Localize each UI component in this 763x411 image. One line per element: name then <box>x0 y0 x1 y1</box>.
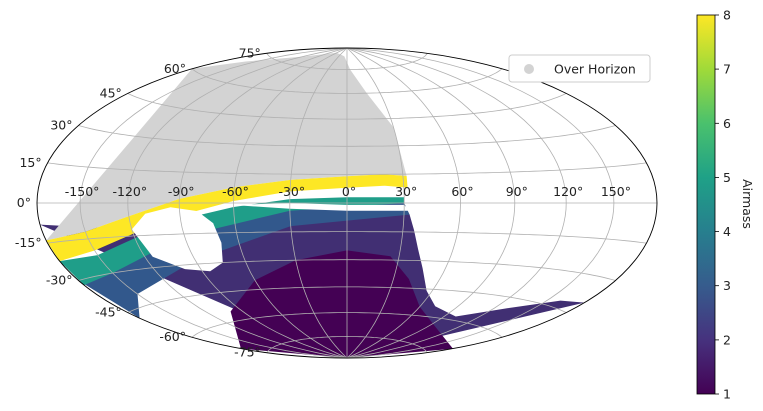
colorbar-tick-label: 3 <box>723 278 731 293</box>
colorbar-tick-label: 5 <box>723 170 731 185</box>
parallel-tick-label: 15° <box>19 155 41 170</box>
colorbar-gradient <box>696 14 716 395</box>
parallel-line <box>127 93 567 120</box>
colorbar-tick-label: 1 <box>723 387 731 402</box>
parallel-tick-label: -60° <box>159 329 186 344</box>
parallel-tick-label: 75° <box>239 45 261 60</box>
parallel-line <box>47 162 647 175</box>
meridian-tick-label: -150° <box>65 184 100 199</box>
parallel-line <box>78 259 616 281</box>
colorbar-label: Airmass <box>740 179 755 229</box>
parallel-tick-label: 45° <box>100 85 122 100</box>
graticule <box>37 48 657 358</box>
meridian-tick-label: 30° <box>395 184 417 199</box>
meridian-tick-label: -120° <box>112 184 147 199</box>
meridian-tick-label: -60° <box>222 184 249 199</box>
parallel-line <box>191 68 503 94</box>
legend-frame <box>508 54 651 83</box>
parallel-line <box>127 286 567 313</box>
colorbar-tick-label: 4 <box>723 224 731 239</box>
parallel-line <box>191 312 503 338</box>
colorbar-tick-label: 8 <box>723 8 731 23</box>
parallel-line <box>266 53 428 71</box>
horizon-band <box>46 174 408 262</box>
legend: Over Horizon <box>508 54 651 83</box>
meridian-tick-label: 150° <box>601 184 631 199</box>
parallel-tick-label: 30° <box>50 118 72 133</box>
colorbar-ticks: 1 2 3 4 5 6 7 8 <box>715 8 731 402</box>
map-boundary <box>36 47 658 359</box>
parallel-tick-label: 60° <box>164 61 186 76</box>
parallel-tick-label: -15° <box>15 235 42 250</box>
meridian-tick-label: 90° <box>506 184 528 199</box>
colorbar-tick-label: 6 <box>723 116 731 131</box>
meridian-tick-label: -90° <box>168 184 195 199</box>
meridian-tick-label: -30° <box>278 184 305 199</box>
parallel-tick-label: -75° <box>234 345 261 360</box>
parallel-labels: 75° 60° 45° 30° 15° 0° -15° -30° -45° -60° -75° <box>15 45 261 359</box>
meridian-tick-label: 120° <box>553 184 583 199</box>
parallel-tick-label: -30° <box>46 273 73 288</box>
colorbar: 1 2 3 4 5 6 7 8 Airmass <box>696 8 755 402</box>
parallel-tick-label: -45° <box>95 305 122 320</box>
meridian-tick-label: 0° <box>342 184 356 199</box>
legend-label: Over Horizon <box>554 62 636 77</box>
meridian-labels: -150° -120° -90° -60° -30° 0° 30° 60° 90° 120° 150… <box>65 184 631 199</box>
legend-marker <box>524 64 534 74</box>
south-region-lowest <box>230 250 453 358</box>
parallel-line <box>266 335 428 353</box>
mid-airmass-band <box>78 203 410 319</box>
unobserved-east <box>422 203 657 281</box>
parallel-tick-label: 0° <box>17 195 31 210</box>
colorbar-tick-label: 2 <box>723 332 731 347</box>
meridian-tick-label: 60° <box>451 184 473 199</box>
colorbar-tick-label: 7 <box>723 62 731 77</box>
sky-map: -150° -120° -90° -60° -30° 0° 30° 60° 90° 120° 150… <box>15 45 658 360</box>
excluded-region <box>131 207 223 272</box>
over-horizon-region <box>46 52 407 241</box>
excluded-strip <box>233 203 410 211</box>
parallel-line <box>47 231 647 244</box>
parallel-line <box>78 125 616 147</box>
